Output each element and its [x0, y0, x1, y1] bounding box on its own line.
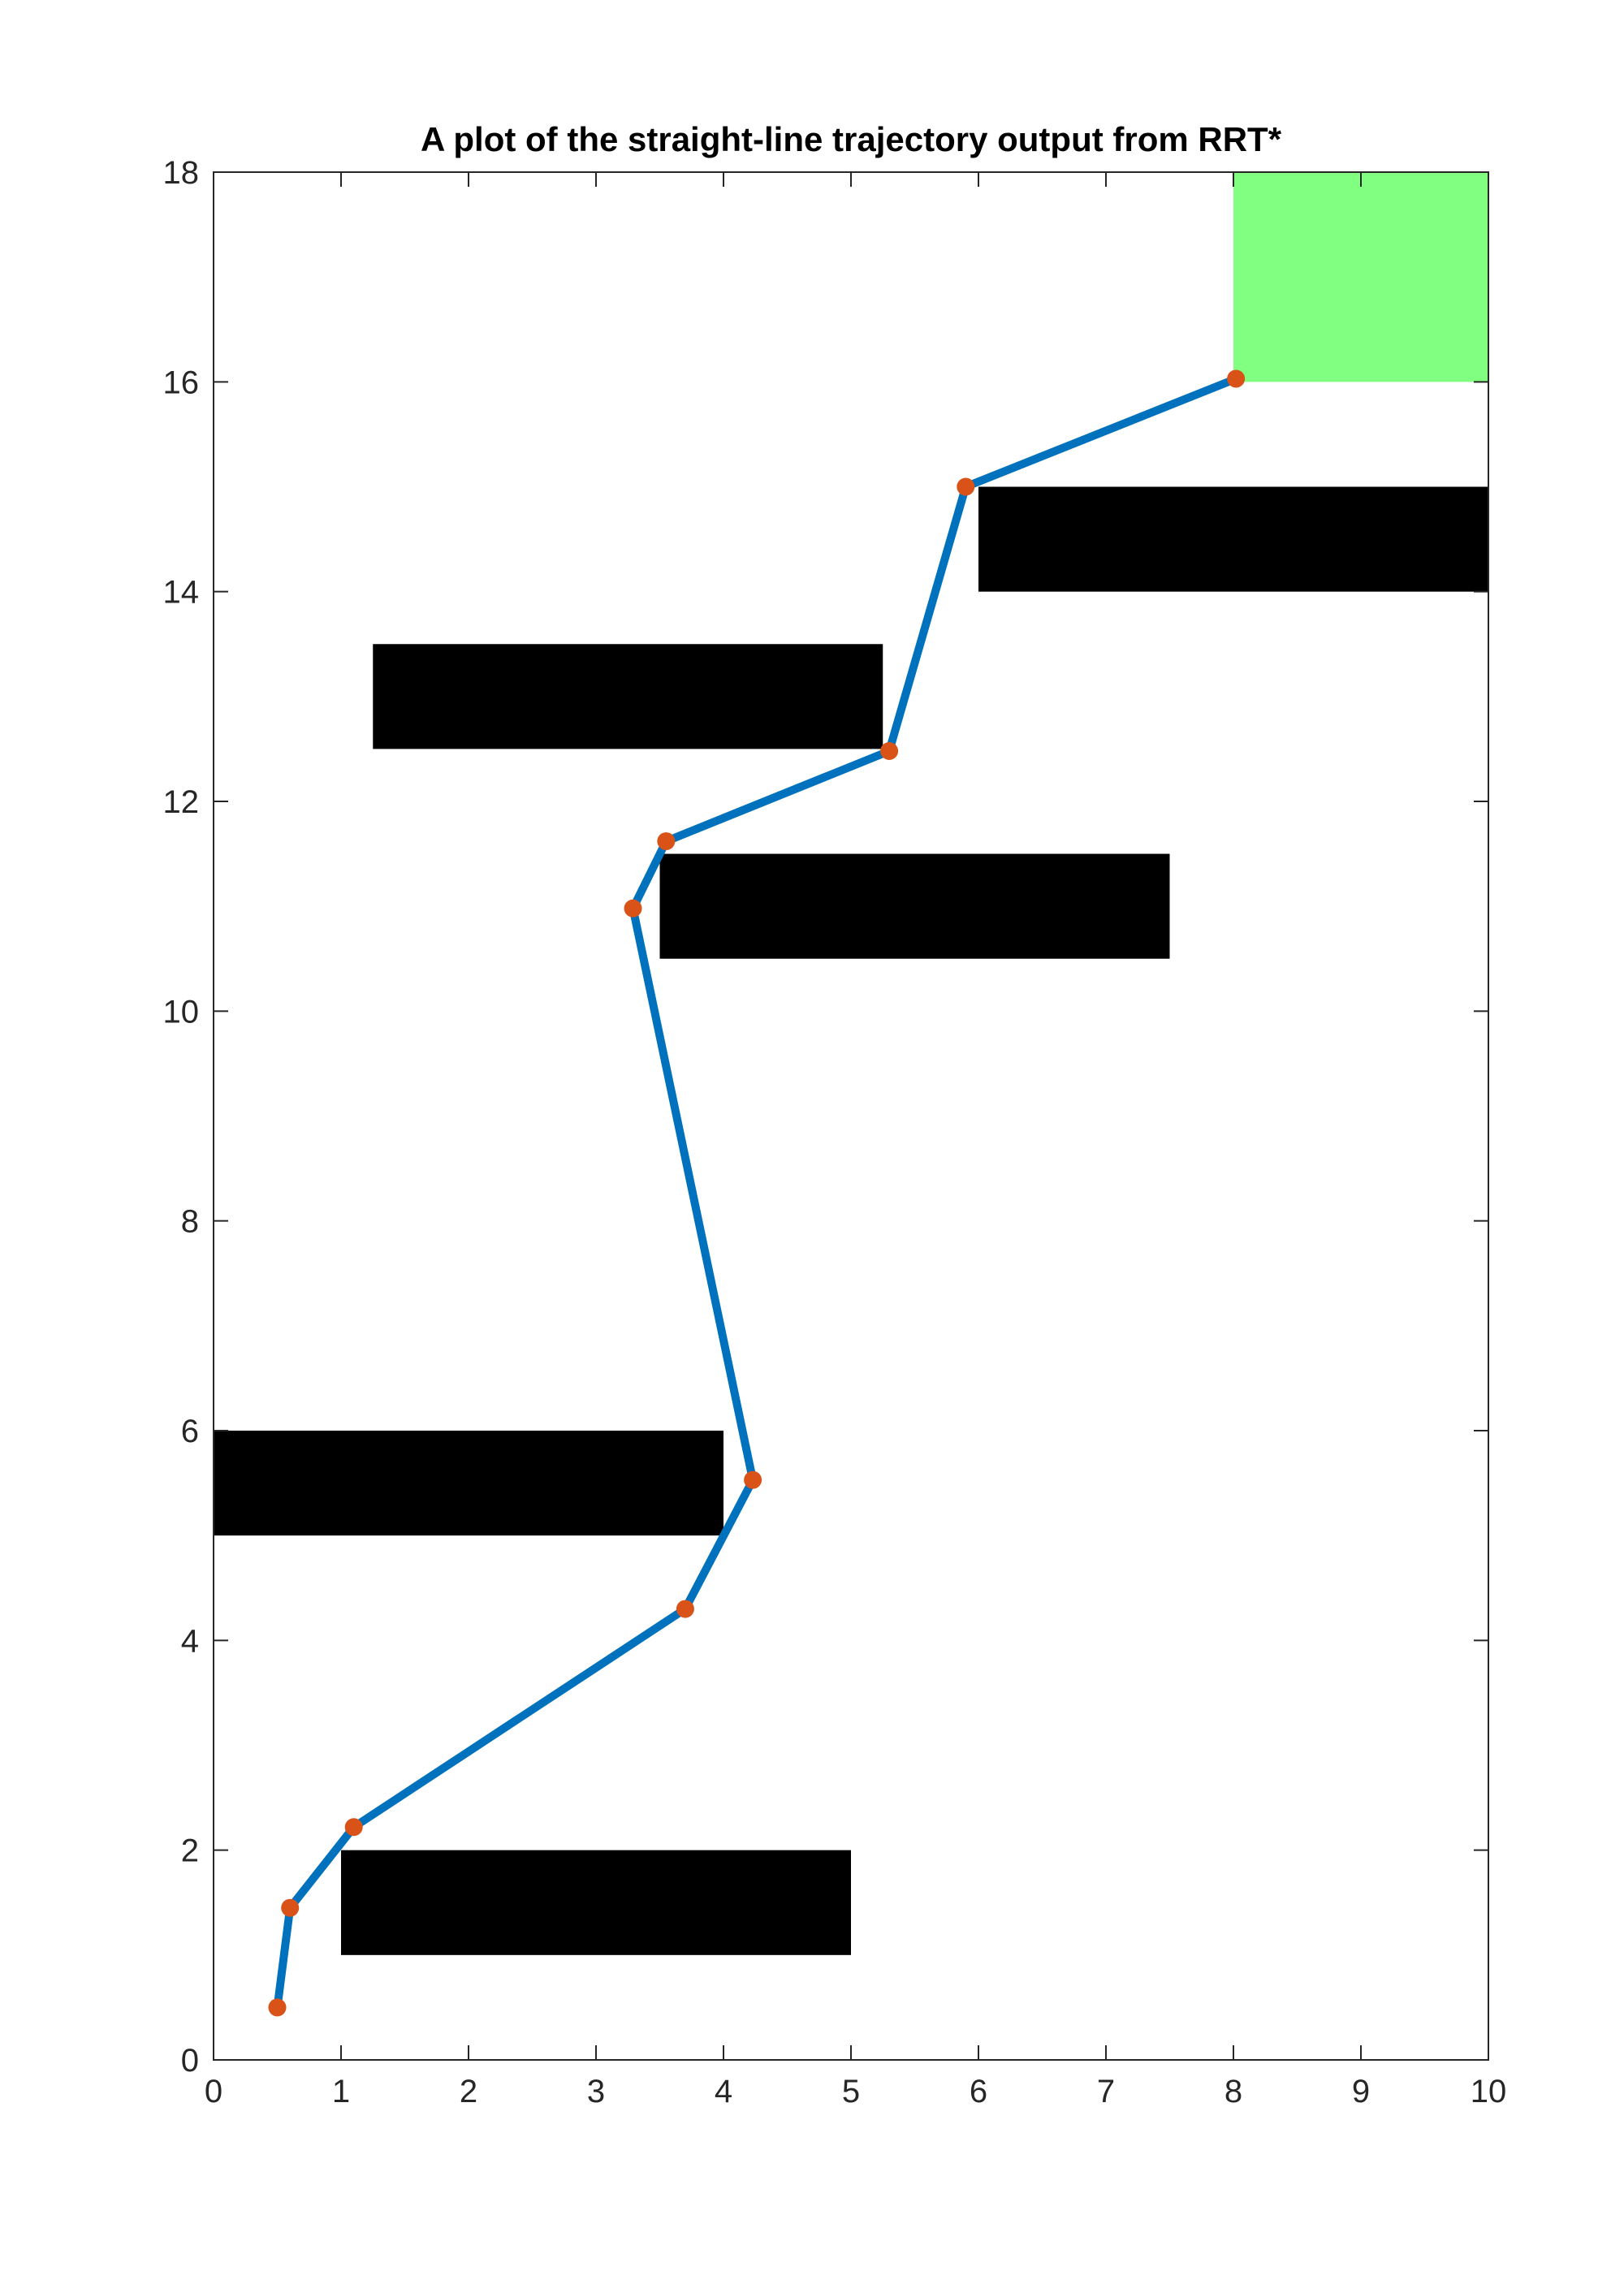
y-tick-label: 18 — [163, 155, 200, 191]
x-tick-label: 10 — [1471, 2074, 1507, 2109]
trajectory-point — [880, 742, 899, 760]
trajectory-point — [744, 1470, 762, 1489]
y-tick-label: 6 — [181, 1414, 199, 1449]
x-tick-label: 0 — [205, 2074, 222, 2109]
y-tick-label: 16 — [163, 365, 200, 400]
y-tick-label: 2 — [181, 1833, 199, 1869]
trajectory-point — [676, 1600, 694, 1618]
y-tick-label: 0 — [181, 2043, 199, 2079]
y-tick-label: 4 — [181, 1623, 199, 1659]
x-tick-label: 6 — [970, 2074, 987, 2109]
regions-layer — [214, 172, 1488, 1955]
axes-box — [213, 171, 1489, 2061]
trajectory-point — [281, 1898, 300, 1917]
series-layer — [268, 369, 1246, 2017]
trajectory-point — [344, 1818, 363, 1837]
x-tick-label: 2 — [460, 2074, 477, 2109]
trajectory-point — [624, 899, 642, 917]
goal-region — [1233, 172, 1488, 382]
obstacle-3 — [659, 853, 1170, 959]
y-tick-label: 12 — [163, 784, 200, 820]
trajectory-point — [268, 1998, 287, 2017]
y-tick-label: 8 — [181, 1204, 199, 1240]
obstacle-5 — [978, 486, 1488, 592]
x-tick-label: 3 — [587, 2074, 605, 2109]
trajectory-point — [657, 832, 676, 851]
x-tick-label: 9 — [1352, 2074, 1370, 2109]
x-tick-label: 7 — [1097, 2074, 1115, 2109]
obstacle-2 — [214, 1431, 723, 1536]
obstacle-4 — [373, 644, 883, 749]
y-tick-label: 10 — [163, 994, 200, 1030]
trajectory-point — [957, 477, 975, 496]
x-tick-label: 4 — [715, 2074, 732, 2109]
y-tick-label: 14 — [163, 575, 200, 611]
obstacle-1 — [341, 1850, 851, 1955]
chart-title: A plot of the straight-line trajectory o… — [421, 120, 1282, 158]
x-tick-label: 1 — [332, 2074, 350, 2109]
trajectory-point — [1227, 369, 1246, 388]
trajectory-line — [273, 374, 1241, 2012]
x-tick-label: 8 — [1224, 2074, 1242, 2109]
x-tick-label: 5 — [842, 2074, 860, 2109]
